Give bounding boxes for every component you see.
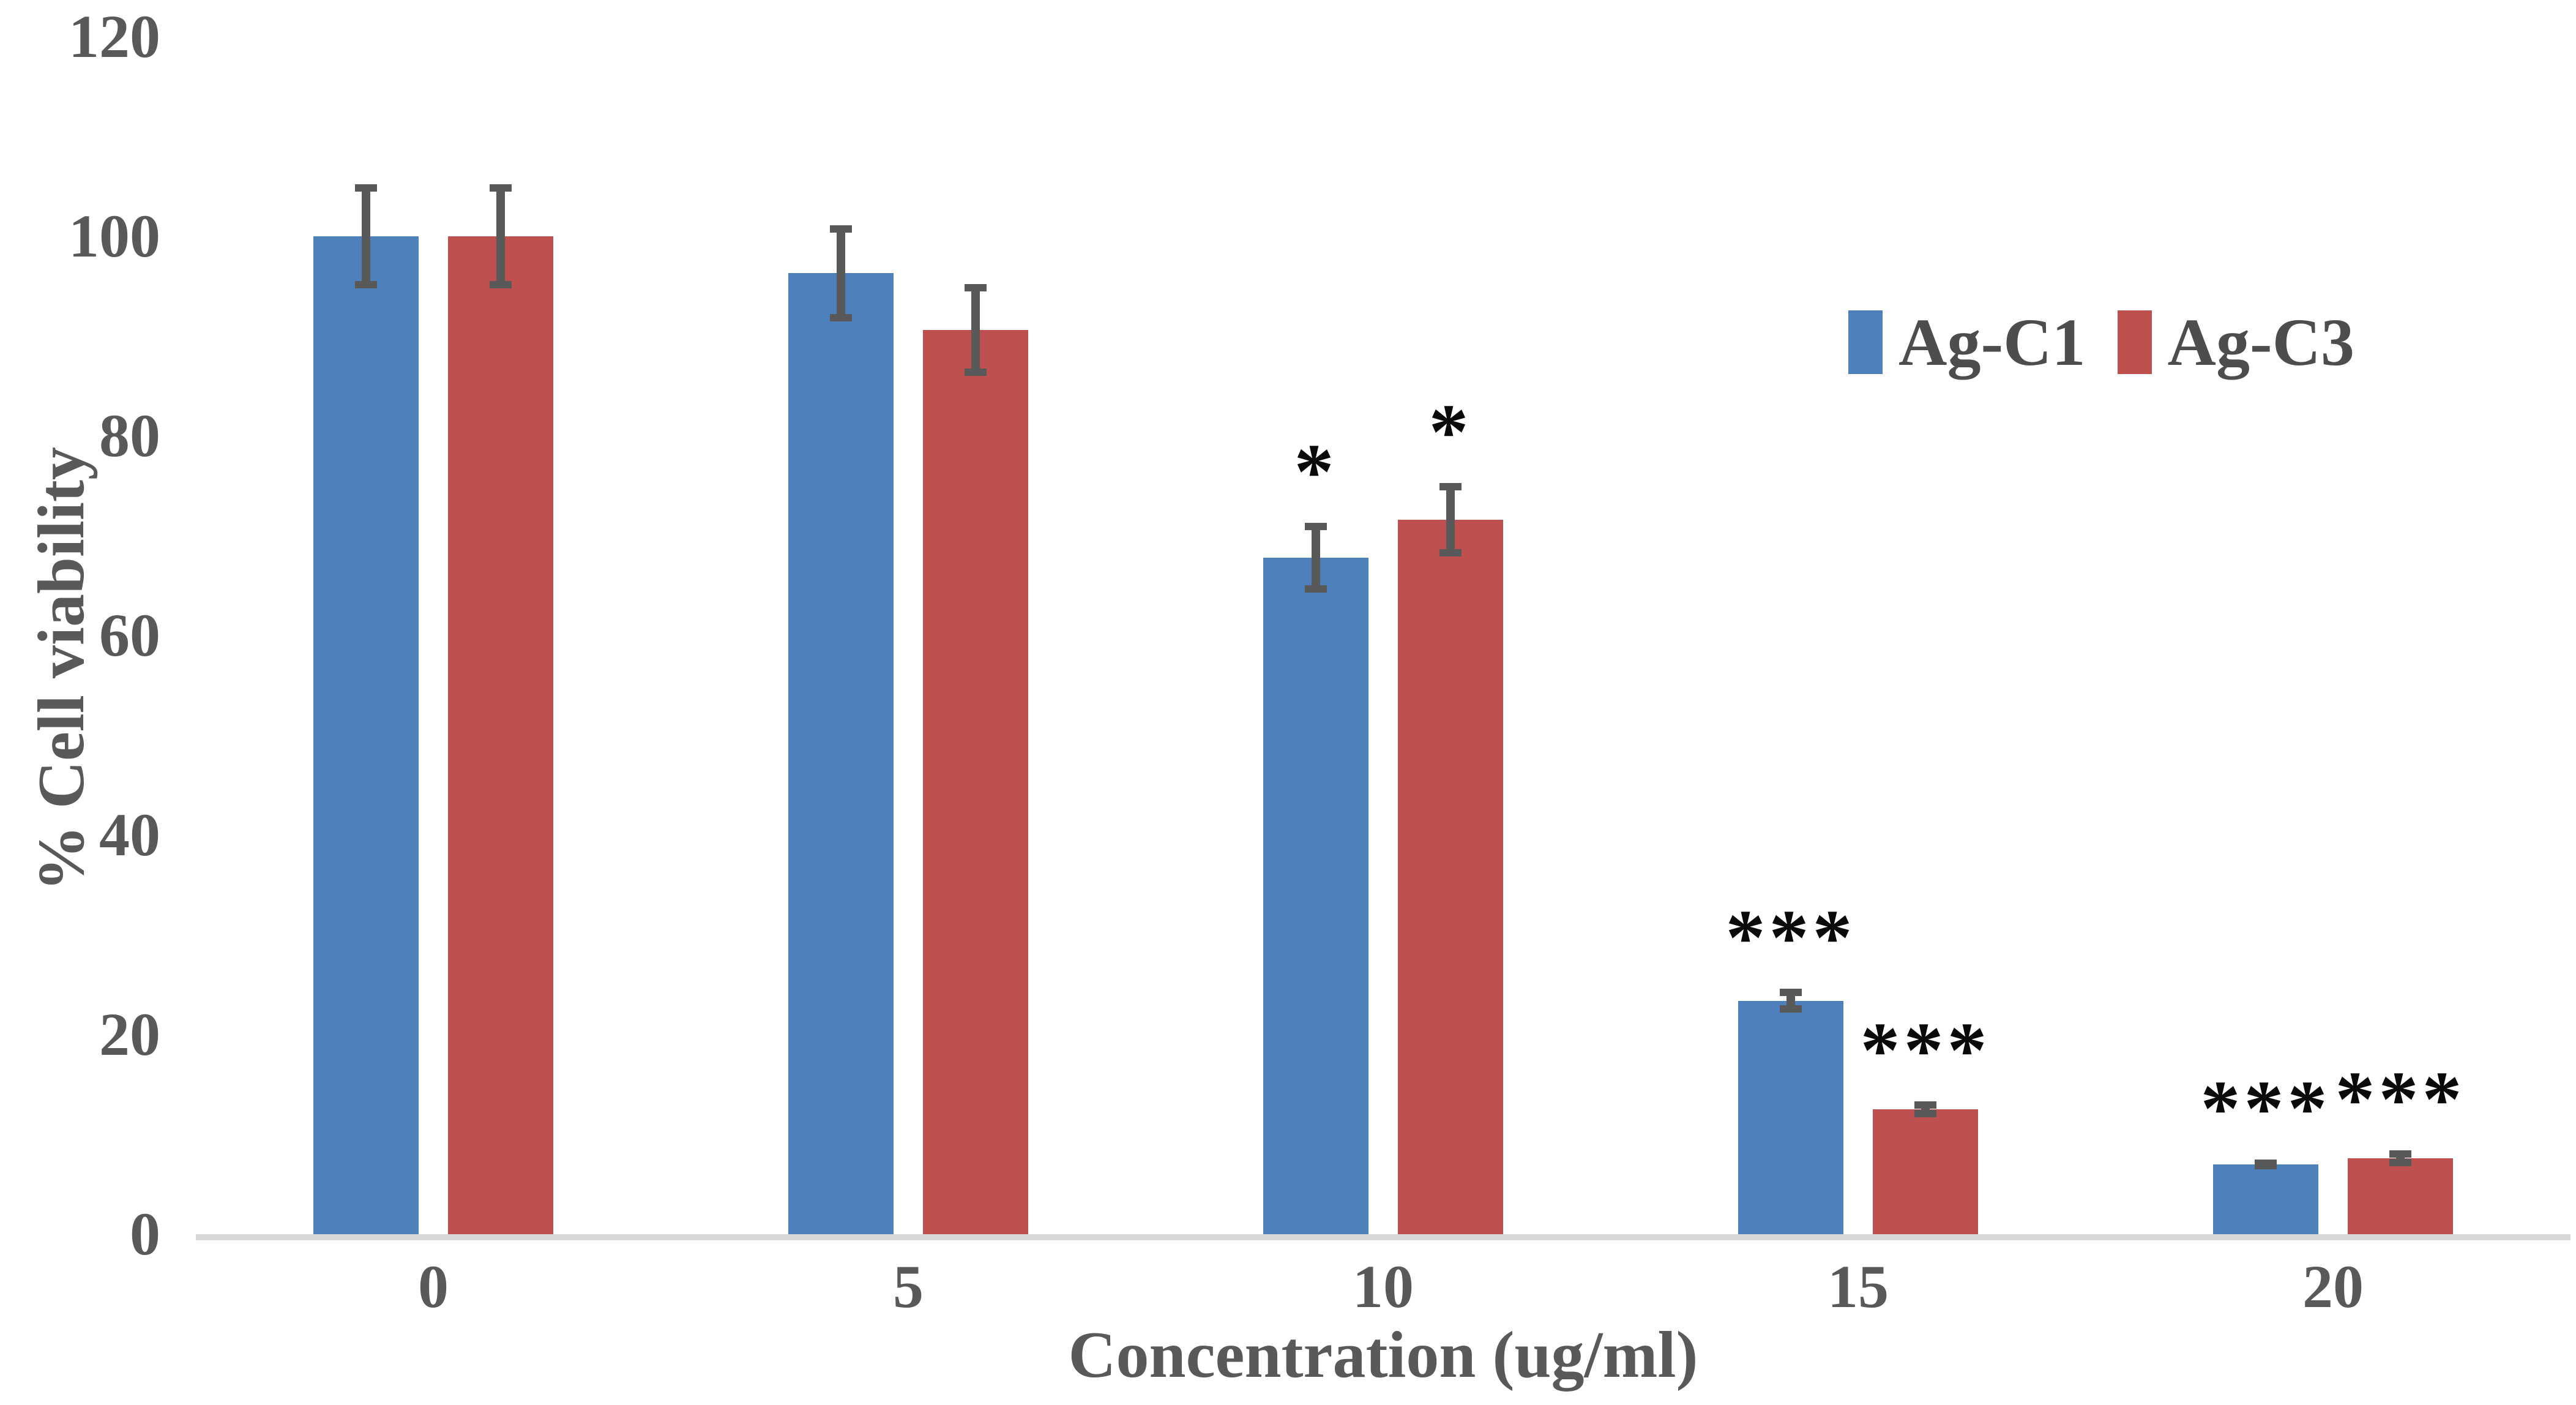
error-bar-cap-bottom xyxy=(2255,1162,2277,1170)
error-bar xyxy=(1446,482,1455,557)
significance-marker: * xyxy=(1428,388,1473,476)
bar-ag-c3-conc-20 xyxy=(2348,1158,2453,1234)
x-tick-label: 5 xyxy=(893,1253,924,1321)
error-bar-cap-bottom xyxy=(1780,1005,1802,1013)
bar-ag-c1-conc-20 xyxy=(2213,1164,2318,1234)
x-tick-label: 15 xyxy=(1827,1253,1889,1321)
y-tick-label: 100 xyxy=(69,202,160,270)
error-bar-cap-top xyxy=(830,225,852,233)
error-bar-cap-top xyxy=(490,184,512,192)
y-tick-label: 40 xyxy=(99,801,160,869)
x-axis-title: Concentration (ug/ml) xyxy=(1068,1319,1698,1392)
error-bar-cap-top xyxy=(1305,522,1327,530)
error-bar-cap-bottom xyxy=(830,313,852,321)
x-tick-label: 10 xyxy=(1353,1253,1414,1321)
legend-item-ag-c1: Ag-C1 xyxy=(1848,309,2086,376)
legend-item-ag-c3: Ag-C3 xyxy=(2117,304,2355,380)
error-bar xyxy=(1312,522,1320,593)
bar-ag-c1-conc-10 xyxy=(1263,557,1368,1234)
significance-marker: *** xyxy=(2335,1055,2466,1144)
y-tick-label: 60 xyxy=(99,601,160,669)
y-tick-label: 120 xyxy=(69,2,160,70)
bar-ag-c3-conc-0 xyxy=(448,236,553,1234)
x-tick-label: 0 xyxy=(418,1253,449,1321)
error-bar xyxy=(837,225,845,321)
legend: Ag-C1 Ag-C3 xyxy=(1848,304,2354,380)
legend-swatch-ag-c3 xyxy=(2117,310,2152,374)
y-tick-label: 80 xyxy=(99,402,160,470)
error-bar-cap-top xyxy=(1780,989,1802,997)
error-bar xyxy=(971,284,980,377)
bar-ag-c1-conc-5 xyxy=(788,273,894,1234)
error-bar-cap-top xyxy=(1439,482,1462,490)
bar-ag-c3-conc-5 xyxy=(923,330,1028,1234)
error-bar-cap-bottom xyxy=(965,369,987,377)
x-axis-line xyxy=(196,1234,2570,1240)
bar-ag-c1-conc-15 xyxy=(1738,1000,1843,1234)
significance-marker: *** xyxy=(2200,1064,2331,1153)
legend-label: Ag-C3 xyxy=(2167,304,2355,380)
bar-ag-c1-conc-0 xyxy=(313,236,419,1234)
legend-swatch-ag-c1 xyxy=(1848,310,1883,374)
significance-marker: *** xyxy=(1725,894,1856,983)
significance-marker: *** xyxy=(1860,1006,1991,1095)
error-bar-cap-bottom xyxy=(490,280,512,288)
error-bar-cap-top xyxy=(2389,1150,2411,1158)
bar-ag-c3-conc-15 xyxy=(1873,1109,1978,1234)
error-bar-cap-top xyxy=(355,184,377,192)
x-tick-label: 20 xyxy=(2302,1253,2364,1321)
error-bar-cap-bottom xyxy=(2389,1159,2411,1167)
y-tick-label: 0 xyxy=(130,1200,160,1268)
y-tick-label: 20 xyxy=(99,1000,160,1068)
error-bar-cap-top xyxy=(1914,1101,1936,1109)
error-bar xyxy=(496,184,505,288)
significance-marker: * xyxy=(1294,427,1338,516)
error-bar-cap-bottom xyxy=(1914,1110,1936,1118)
error-bar xyxy=(362,184,370,288)
legend-label: Ag-C1 xyxy=(1898,304,2086,380)
error-bar-cap-bottom xyxy=(1439,549,1462,557)
error-bar-cap-top xyxy=(965,284,987,292)
bar-ag-c3-conc-10 xyxy=(1398,519,1503,1234)
error-bar-cap-bottom xyxy=(355,280,377,288)
error-bar-cap-bottom xyxy=(1305,585,1327,593)
